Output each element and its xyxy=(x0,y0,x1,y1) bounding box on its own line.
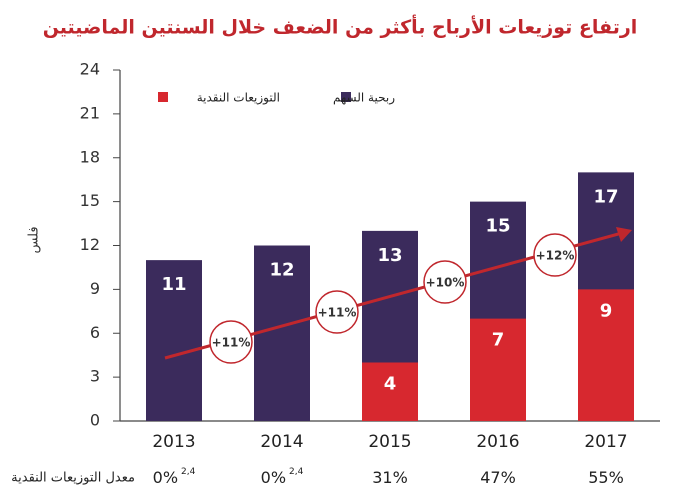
arrow-head xyxy=(616,227,632,242)
growth-label: +12% xyxy=(536,249,575,263)
data-label: 12 xyxy=(269,260,294,281)
growth-label: +10% xyxy=(426,276,465,290)
growth-circle xyxy=(315,290,359,334)
payout-value: 47% xyxy=(480,468,516,487)
growth-circle xyxy=(533,233,577,277)
y-axis-label: فلس xyxy=(27,226,42,253)
data-label: 15 xyxy=(485,216,510,237)
payout-value-label: 0% xyxy=(261,468,286,487)
data-label: 7 xyxy=(492,330,505,351)
payout-value-label: 47% xyxy=(480,468,516,487)
y-tick-label: 6 xyxy=(90,323,100,342)
y-tick-label: 9 xyxy=(90,279,100,298)
payout-value: 31% xyxy=(372,468,408,487)
bar xyxy=(362,362,418,421)
x-tick-label: 2014 xyxy=(260,432,303,452)
payout-value-label: 55% xyxy=(588,468,624,487)
y-tick-label: 0 xyxy=(90,411,100,430)
data-label: 4 xyxy=(384,374,397,395)
x-tick-label: 2016 xyxy=(476,432,519,452)
data-label: 11 xyxy=(161,274,186,295)
payout-label: معدل التوزيعات النقدية xyxy=(11,471,135,486)
growth-label: +11% xyxy=(212,336,251,350)
x-tick-label: 2017 xyxy=(584,432,627,452)
bar xyxy=(578,289,634,421)
payout-value-label: 31% xyxy=(372,468,408,487)
bar xyxy=(470,318,526,421)
payout-note: 2,4 xyxy=(181,467,196,477)
x-tick-label: 2015 xyxy=(368,432,411,452)
legend-swatch xyxy=(158,92,168,102)
bar xyxy=(146,260,202,421)
growth-label: +11% xyxy=(318,306,357,320)
y-tick-label: 15 xyxy=(80,191,100,210)
growth-circle xyxy=(209,320,253,364)
data-label: 9 xyxy=(600,300,613,321)
y-tick-label: 24 xyxy=(80,60,100,79)
data-label: 13 xyxy=(377,245,402,266)
payout-value: 0% 2,4 xyxy=(261,467,304,487)
legend-label: التوزيعات النقدية xyxy=(197,91,280,106)
data-label: 17 xyxy=(593,186,618,207)
y-tick-label: 18 xyxy=(80,147,100,166)
y-tick-label: 21 xyxy=(80,103,100,122)
payout-value: 0% 2,4 xyxy=(153,467,196,487)
x-tick-label: 2013 xyxy=(152,432,195,452)
payout-value-label: 0% xyxy=(153,468,178,487)
y-tick-label: 12 xyxy=(80,235,100,254)
payout-value: 55% xyxy=(588,468,624,487)
y-tick-label: 3 xyxy=(90,367,100,386)
growth-circle xyxy=(423,260,467,304)
chart-title: ارتفاع توزيعات الأرباح بأكثر من الضعف خل… xyxy=(43,15,638,39)
bar xyxy=(254,245,310,421)
legend-label: ربحية السهم xyxy=(333,91,395,106)
legend-swatch xyxy=(341,92,351,102)
payout-note: 2,4 xyxy=(289,467,304,477)
